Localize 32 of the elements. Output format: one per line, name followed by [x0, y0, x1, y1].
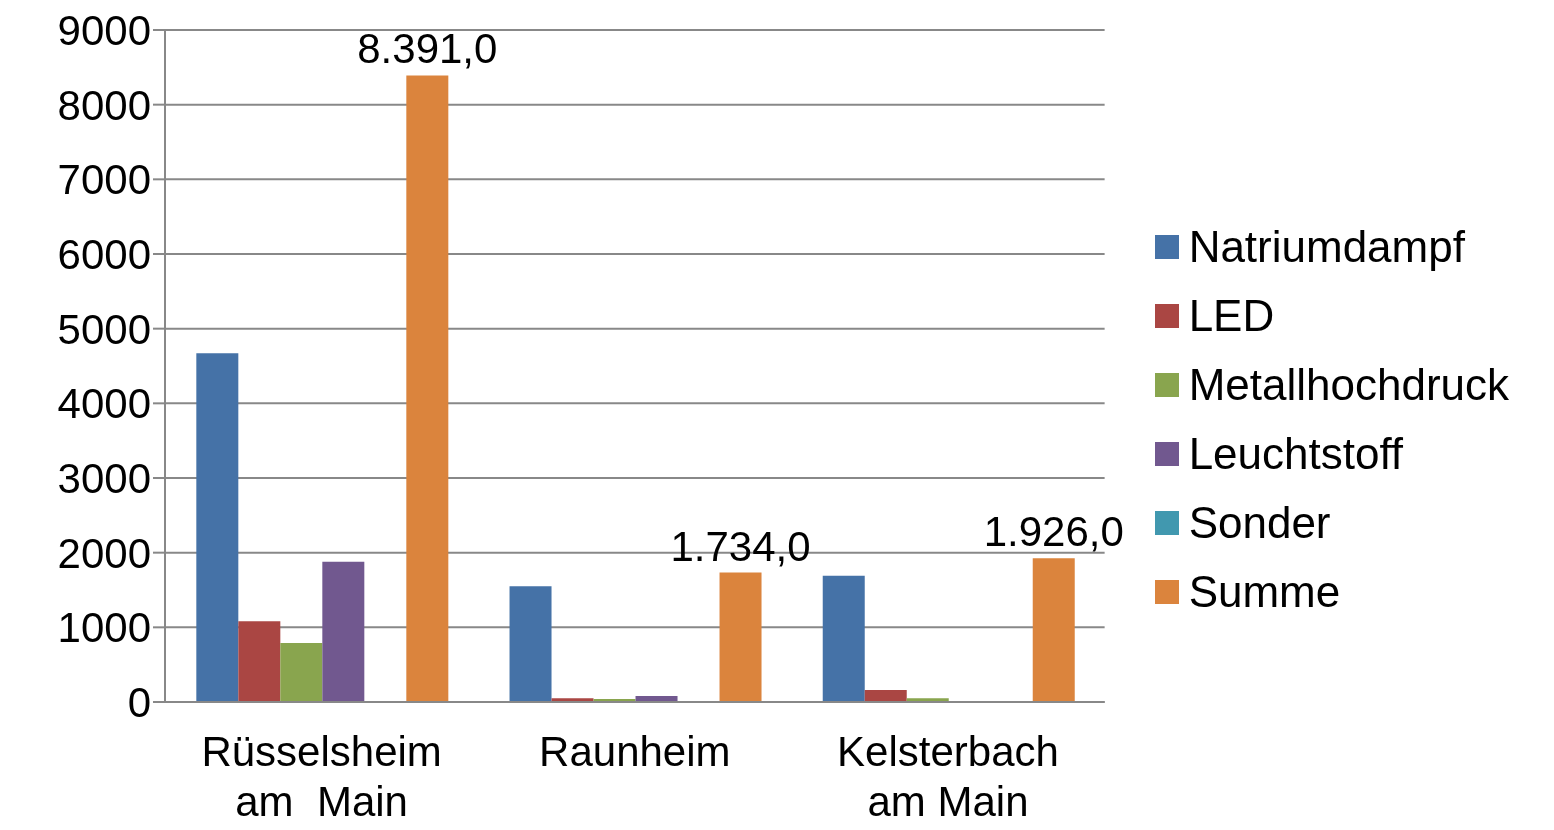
x-tick-label: Rüsselsheim am Main — [201, 728, 442, 825]
x-tick-label: Raunheim — [539, 728, 731, 775]
bar — [406, 75, 449, 702]
y-tick-label: 4000 — [57, 380, 151, 428]
data-label: 1.734,0 — [670, 522, 811, 570]
legend-label: Summe — [1188, 566, 1341, 617]
y-tick-label: 0 — [127, 678, 151, 726]
bar — [196, 353, 239, 702]
data-label: 8.391,0 — [357, 25, 498, 73]
y-tick-label: 9000 — [57, 6, 151, 54]
bar — [509, 586, 552, 702]
legend-label: Natriumdampf — [1188, 221, 1465, 272]
y-tick-label: 7000 — [57, 156, 151, 204]
legend-label: Sonder — [1188, 497, 1331, 548]
y-tick-label: 8000 — [57, 81, 151, 129]
bar — [719, 572, 762, 702]
bar — [864, 690, 907, 702]
x-tick-label: Kelsterbach am Main — [837, 728, 1059, 825]
data-label: 1.926,0 — [983, 508, 1124, 556]
y-tick-label: 3000 — [57, 454, 151, 502]
y-tick-label: 5000 — [57, 305, 151, 353]
legend-label: Metallhochdruck — [1188, 359, 1509, 410]
legend-label: Leuchtstoff — [1188, 428, 1404, 479]
bar — [238, 621, 281, 702]
bar — [822, 575, 865, 702]
bar — [1032, 558, 1075, 702]
y-tick-label: 6000 — [57, 230, 151, 278]
bar — [280, 643, 323, 702]
y-tick-label: 2000 — [57, 529, 151, 577]
legend-label: LED — [1188, 290, 1275, 341]
bar — [322, 561, 365, 702]
y-tick-label: 1000 — [57, 604, 151, 652]
